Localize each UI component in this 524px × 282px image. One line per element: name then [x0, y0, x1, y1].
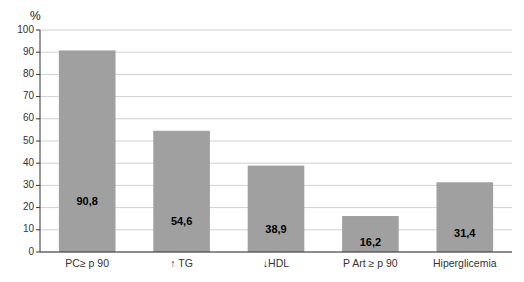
y-tick	[36, 52, 40, 53]
bar	[248, 166, 305, 252]
data-label: 90,8	[76, 195, 97, 207]
x-axis-line	[40, 252, 512, 253]
x-axis: PC≥ p 90 ↑ TG ↓HDL P Art ≥ p 90 Hiperglicemi…	[65, 257, 496, 269]
y-tick-label: 50	[23, 135, 35, 146]
data-labels: 90,8 54,6 38,9 16,2 31,4	[76, 195, 476, 248]
y-tick	[36, 96, 40, 97]
chart-svg: 0 10 20 30 40 50 60 70 80 90 100 90,8 54,6 38,9 16,2 31…	[0, 0, 524, 282]
y-tick	[36, 141, 40, 142]
data-label: 38,9	[265, 223, 286, 235]
x-tick-label: PC≥ p 90	[65, 257, 109, 269]
x-tick-label: ↓HDL	[263, 257, 289, 269]
y-tick-label: 70	[23, 90, 35, 101]
y-tick-label: 60	[23, 112, 35, 123]
y-tick	[36, 163, 40, 164]
bars	[59, 50, 493, 252]
data-label: 31,4	[454, 227, 476, 239]
y-axis: 0 10 20 30 40 50 60 70 80 90 100	[17, 24, 512, 257]
y-tick	[36, 30, 40, 31]
y-tick-label: 90	[23, 46, 35, 57]
y-tick	[36, 252, 40, 253]
y-tick	[36, 74, 40, 75]
y-tick	[36, 229, 40, 230]
x-tick-label: Hiperglicemia	[433, 257, 497, 269]
y-tick-label: 20	[23, 201, 35, 212]
y-tick-label: 40	[23, 157, 35, 168]
bar	[59, 50, 116, 252]
y-tick	[36, 207, 40, 208]
x-tick-label: ↑ TG	[170, 257, 193, 269]
y-tick	[36, 185, 40, 186]
bar	[153, 131, 210, 252]
grid-line	[40, 252, 512, 253]
y-axis-line	[40, 30, 41, 252]
y-tick-label: 30	[23, 179, 35, 190]
y-axis-label: %	[30, 9, 41, 23]
data-label: 16,2	[360, 236, 381, 248]
grid-line	[40, 30, 512, 31]
x-tick-label: P Art ≥ p 90	[343, 257, 398, 269]
data-label: 54,6	[171, 215, 192, 227]
y-tick	[36, 118, 40, 119]
bar	[436, 182, 493, 252]
y-tick-label: 10	[23, 223, 35, 234]
bar	[342, 216, 399, 252]
y-tick-label: 80	[23, 68, 35, 79]
y-tick-label: 100	[17, 24, 34, 35]
y-tick-label: 0	[28, 246, 34, 257]
chart-container: 0 10 20 30 40 50 60 70 80 90 100 90,8 54,6 38,9 16,2 31…	[0, 0, 524, 282]
